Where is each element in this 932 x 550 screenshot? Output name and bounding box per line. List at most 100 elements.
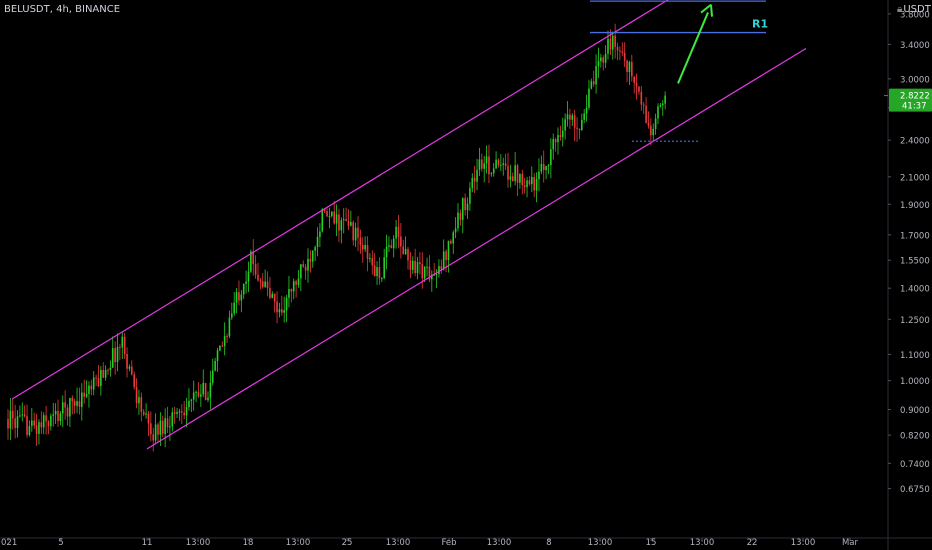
candle-body xyxy=(281,309,283,313)
candle-body xyxy=(307,258,309,271)
candle xyxy=(640,86,643,111)
candle xyxy=(409,251,412,279)
candles xyxy=(7,23,666,452)
candle-body xyxy=(197,391,200,397)
candle xyxy=(438,259,440,278)
price-tick-label: 3.4000 xyxy=(900,41,930,51)
candle xyxy=(490,171,493,177)
candle-body xyxy=(304,266,307,271)
candle xyxy=(9,398,12,441)
candle xyxy=(478,147,481,176)
candle xyxy=(457,203,459,232)
candle xyxy=(583,108,585,124)
candle-body xyxy=(507,166,509,180)
candle xyxy=(247,261,250,293)
candle-body xyxy=(419,262,421,265)
candle xyxy=(176,407,178,419)
candle-body xyxy=(235,292,238,303)
candle xyxy=(488,144,490,184)
candle-body xyxy=(164,418,166,434)
candle xyxy=(528,176,531,187)
candle xyxy=(135,378,138,409)
candle-body xyxy=(654,118,657,129)
candle-body xyxy=(114,348,116,363)
candle xyxy=(552,133,555,160)
candle xyxy=(290,288,293,303)
candle xyxy=(645,97,647,124)
candle-body xyxy=(592,81,595,85)
candle xyxy=(297,270,300,288)
candle xyxy=(273,293,276,313)
candle xyxy=(114,341,116,375)
candle xyxy=(145,403,147,419)
symbol-title[interactable]: BELUSDT, 4h, BINANCE xyxy=(4,4,121,15)
candle-body xyxy=(385,246,388,258)
candle-body xyxy=(438,266,440,275)
candle-body xyxy=(581,119,583,131)
candle-body xyxy=(245,281,247,284)
candle xyxy=(259,277,262,290)
candle xyxy=(300,263,302,292)
candle-body xyxy=(602,57,605,63)
candle xyxy=(157,422,159,443)
candle xyxy=(519,173,521,189)
candle xyxy=(397,214,400,249)
candle xyxy=(323,208,326,214)
candle-body xyxy=(154,424,157,441)
candle-body xyxy=(188,400,190,408)
candle-body xyxy=(369,258,371,260)
price-tick-label: 3.0000 xyxy=(900,75,930,85)
bar-countdown: 41:37 xyxy=(902,102,927,112)
candle xyxy=(338,208,340,243)
candle-body xyxy=(416,262,419,274)
candle xyxy=(345,207,347,222)
candle-body xyxy=(454,228,457,233)
candle xyxy=(400,222,402,259)
candle xyxy=(50,413,52,431)
candle-body xyxy=(571,115,574,120)
candle xyxy=(126,347,128,378)
candle xyxy=(376,261,378,286)
candle-body xyxy=(359,237,362,245)
candle-body xyxy=(135,387,138,404)
candle-body xyxy=(250,251,252,272)
candle-body xyxy=(173,412,176,414)
candle-body xyxy=(240,294,243,301)
candle xyxy=(550,138,552,179)
time-tick-label: 13:00 xyxy=(690,538,715,548)
candle-body xyxy=(152,434,155,441)
candle xyxy=(378,257,381,285)
candle-body xyxy=(614,35,616,47)
candle-body xyxy=(350,222,352,226)
candle xyxy=(252,239,255,276)
time-tick-label: 5 xyxy=(58,538,63,548)
candle-body xyxy=(102,370,105,378)
candle xyxy=(64,390,66,420)
candle xyxy=(559,125,562,141)
candle-body xyxy=(516,165,519,183)
candle-body xyxy=(14,418,16,428)
candle-body xyxy=(383,257,385,279)
candle xyxy=(254,255,257,279)
candle-body xyxy=(323,209,326,212)
candle-body xyxy=(316,236,319,248)
candle xyxy=(359,229,362,254)
candle-body xyxy=(204,383,207,401)
candle-body xyxy=(273,293,276,302)
candle xyxy=(652,123,655,142)
candle xyxy=(40,411,43,434)
candle xyxy=(607,30,609,60)
candle xyxy=(119,343,121,361)
candle xyxy=(264,269,266,288)
candle-body xyxy=(604,53,607,63)
candle-body xyxy=(447,240,450,261)
candle-body xyxy=(404,249,407,255)
candle xyxy=(304,263,307,280)
candle xyxy=(423,265,426,283)
channel-lower-line xyxy=(146,47,807,450)
candle-body xyxy=(526,180,528,188)
currency-label[interactable]: 🔒︎USDT xyxy=(897,4,931,15)
candle-body xyxy=(133,374,135,388)
candle xyxy=(47,420,50,435)
